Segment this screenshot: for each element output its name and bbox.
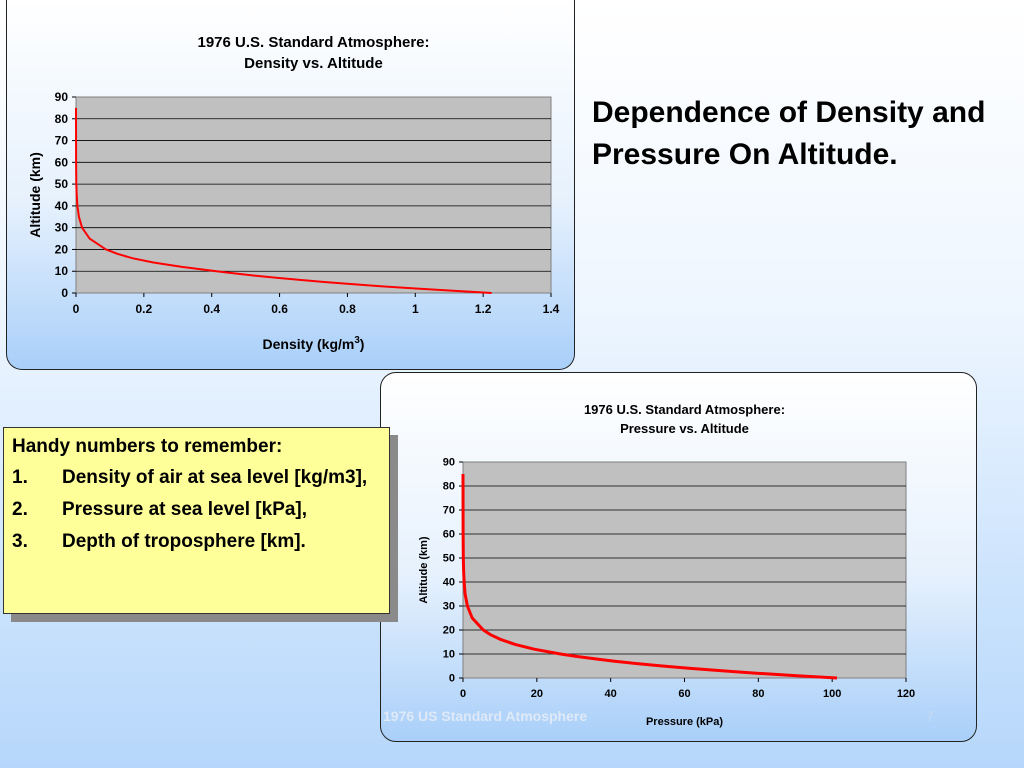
pressure-chart: 1976 U.S. Standard Atmosphere: Pressure v… (418, 402, 915, 728)
note-item-text: Depth of troposphere [km]. (62, 531, 306, 552)
y-tick-label: 80 (443, 481, 455, 493)
note-item-text: Density of air at sea level [kg/m3], (62, 467, 368, 488)
x-tick-label: 1.2 (475, 302, 492, 316)
x-tick-label: 0.8 (339, 302, 356, 316)
y-tick-label: 90 (443, 457, 455, 469)
y-tick-label: 80 (55, 112, 69, 126)
y-tick-label: 20 (55, 242, 69, 256)
y-tick-label: 0 (449, 673, 455, 685)
y-axis-label: Altitude (km) (418, 536, 430, 604)
x-tick-label: 0.6 (271, 302, 288, 316)
series-line (461, 473, 838, 680)
x-axis-label: Density (kg/m3) (263, 335, 365, 352)
note-heading: Handy numbers to remember: (12, 436, 283, 457)
plot-area (75, 96, 552, 294)
y-tick-label: 70 (55, 134, 69, 148)
note-item-number: 2. (12, 499, 28, 520)
y-tick-label: 50 (55, 177, 69, 191)
y-tick-label: 30 (55, 221, 69, 235)
series-line (75, 107, 492, 294)
y-axis-label: Altitude (km) (27, 152, 43, 238)
y-tick-label: 40 (443, 577, 455, 589)
x-tick-label: 80 (752, 688, 764, 700)
y-tick-label: 20 (443, 625, 455, 637)
x-tick-label: 0 (460, 688, 466, 700)
slide-title: Dependence of Density and Pressure On Al… (592, 96, 986, 171)
note-item-number: 1. (12, 467, 28, 488)
x-tick-label: 20 (531, 688, 543, 700)
note-item: 1. Density of air at sea level [kg/m3], (12, 466, 381, 490)
note-item: 3. Depth of troposphere [km]. (12, 530, 381, 554)
page-number: 7 (926, 708, 934, 724)
chart-title: 1976 U.S. Standard Atmosphere: (584, 402, 785, 417)
note-item-text: Pressure at sea level [kPa], (62, 499, 308, 520)
x-tick-label: 1 (412, 302, 419, 316)
pressure-chart-panel: 1976 U.S. Standard Atmosphere: Pressure v… (380, 372, 977, 742)
y-tick-label: 10 (443, 649, 455, 661)
plot-area (462, 461, 907, 679)
x-tick-label: 60 (678, 688, 690, 700)
x-tick-label: 40 (605, 688, 617, 700)
x-tick-label: 100 (823, 688, 841, 700)
chart-title: 1976 U.S. Standard Atmosphere: (197, 34, 429, 51)
chart-subtitle: Density vs. Altitude (244, 55, 383, 72)
y-tick-label: 10 (55, 264, 69, 278)
note-item: 2. Pressure at sea level [kPa], (12, 498, 381, 522)
y-tick-label: 40 (55, 199, 69, 213)
note-item-number: 3. (12, 531, 28, 552)
y-tick-label: 90 (55, 90, 69, 104)
x-axis-label: Pressure (kPa) (646, 716, 723, 728)
y-tick-label: 70 (443, 505, 455, 517)
y-tick-label: 50 (443, 553, 455, 565)
y-tick-label: 30 (443, 601, 455, 613)
x-tick-label: 120 (897, 688, 915, 700)
y-tick-label: 60 (55, 155, 69, 169)
density-chart-panel: 1976 U.S. Standard Atmosphere: Density vs… (6, 0, 575, 370)
footer-text: 1976 US Standard Atmosphere (383, 708, 588, 724)
x-tick-label: 1.4 (543, 302, 560, 316)
handy-numbers-note: Handy numbers to remember: 1. Density of… (3, 427, 390, 614)
density-chart: 1976 U.S. Standard Atmosphere: Density vs… (27, 34, 560, 352)
x-tick-label: 0.2 (136, 302, 153, 316)
x-tick-label: 0 (73, 302, 80, 316)
y-tick-label: 0 (61, 286, 68, 300)
chart-subtitle: Pressure vs. Altitude (620, 421, 749, 436)
x-tick-label: 0.4 (203, 302, 220, 316)
y-tick-label: 60 (443, 529, 455, 541)
